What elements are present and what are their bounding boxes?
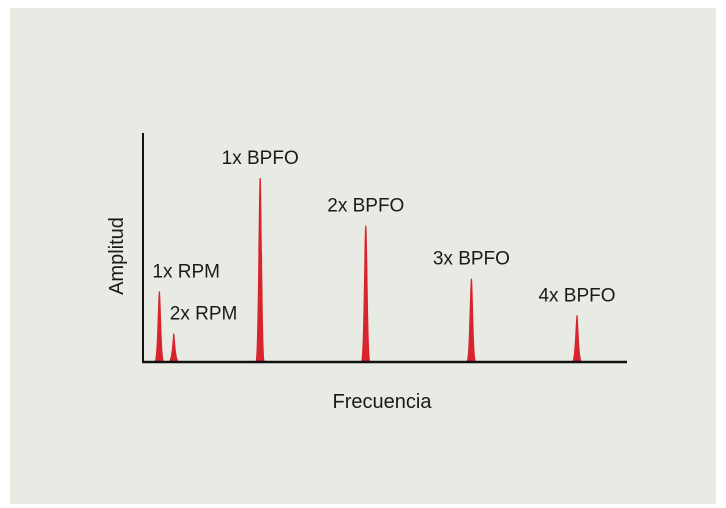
peak-label-6: 4x BPFO [538,285,615,306]
peak-6 [572,315,582,361]
x-axis-label: Frecuencia [333,391,433,413]
peak-4 [361,225,371,361]
spectrum-chart: 1x RPM 2x RPM 1x BPFO 2x BPFO 3x BPFO 4x BPFO… [106,133,627,413]
peak-labels-group: 1x RPM 2x RPM 1x BPFO 2x BPFO 3x BPFO 4x BPFO [152,148,615,325]
peak-label-1: 1x RPM [152,261,220,282]
peaks-group [154,178,582,361]
peak-label-3: 1x BPFO [222,148,299,169]
peak-1 [154,291,164,361]
peak-2 [169,333,179,361]
y-axis-label: Amplitud [106,217,128,295]
peak-label-2: 2x RPM [170,304,238,325]
peak-label-5: 3x BPFO [433,249,510,270]
peak-5 [466,278,476,361]
peak-label-4: 2x BPFO [327,196,404,217]
chart-panel: 1x RPM 2x RPM 1x BPFO 2x BPFO 3x BPFO 4x BPFO… [10,8,716,504]
peak-3 [255,178,265,361]
